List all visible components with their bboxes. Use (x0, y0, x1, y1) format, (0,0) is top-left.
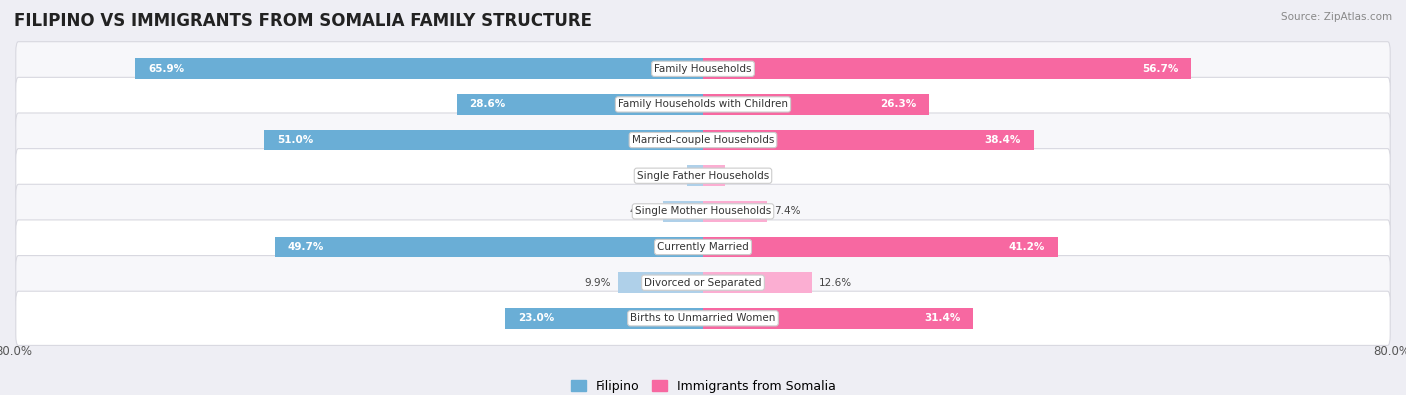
Bar (703, 237, 1057, 258)
Text: 23.0%: 23.0% (517, 313, 554, 324)
Text: 56.7%: 56.7% (1142, 64, 1178, 74)
Text: 41.2%: 41.2% (1008, 242, 1045, 252)
Text: 31.4%: 31.4% (924, 313, 960, 324)
Text: Single Father Households: Single Father Households (637, 171, 769, 181)
Text: 9.9%: 9.9% (585, 278, 610, 288)
Text: Source: ZipAtlas.com: Source: ZipAtlas.com (1281, 12, 1392, 22)
Text: Births to Unmarried Women: Births to Unmarried Women (630, 313, 776, 324)
FancyBboxPatch shape (15, 184, 1391, 239)
Text: 51.0%: 51.0% (277, 135, 314, 145)
Text: Family Households with Children: Family Households with Children (619, 100, 787, 109)
Bar (135, 58, 703, 79)
FancyBboxPatch shape (15, 220, 1391, 274)
Text: 7.4%: 7.4% (773, 206, 800, 216)
Bar (264, 130, 703, 150)
Bar (505, 308, 703, 329)
Text: Family Households: Family Households (654, 64, 752, 74)
Legend: Filipino, Immigrants from Somalia: Filipino, Immigrants from Somalia (565, 375, 841, 395)
Text: Married-couple Households: Married-couple Households (631, 135, 775, 145)
FancyBboxPatch shape (15, 256, 1391, 310)
Bar (276, 237, 703, 258)
FancyBboxPatch shape (15, 149, 1391, 203)
Bar (703, 272, 811, 293)
Text: Divorced or Separated: Divorced or Separated (644, 278, 762, 288)
Bar (703, 130, 1033, 150)
Text: 4.7%: 4.7% (628, 206, 655, 216)
Bar (457, 94, 703, 115)
Text: 65.9%: 65.9% (149, 64, 184, 74)
Bar (662, 201, 703, 222)
FancyBboxPatch shape (15, 291, 1391, 345)
FancyBboxPatch shape (15, 42, 1391, 96)
Bar (703, 58, 1191, 79)
FancyBboxPatch shape (15, 77, 1391, 132)
Text: Currently Married: Currently Married (657, 242, 749, 252)
Bar (703, 94, 929, 115)
Text: 12.6%: 12.6% (818, 278, 852, 288)
Text: Single Mother Households: Single Mother Households (636, 206, 770, 216)
Bar (703, 166, 724, 186)
Bar (688, 166, 703, 186)
FancyBboxPatch shape (15, 113, 1391, 167)
Bar (617, 272, 703, 293)
Text: 49.7%: 49.7% (288, 242, 325, 252)
Bar (703, 201, 766, 222)
Text: 1.8%: 1.8% (654, 171, 681, 181)
Bar (703, 308, 973, 329)
Text: 38.4%: 38.4% (984, 135, 1021, 145)
Text: 28.6%: 28.6% (470, 100, 506, 109)
Text: 26.3%: 26.3% (880, 100, 917, 109)
Text: 2.5%: 2.5% (731, 171, 758, 181)
Text: FILIPINO VS IMMIGRANTS FROM SOMALIA FAMILY STRUCTURE: FILIPINO VS IMMIGRANTS FROM SOMALIA FAMI… (14, 12, 592, 30)
